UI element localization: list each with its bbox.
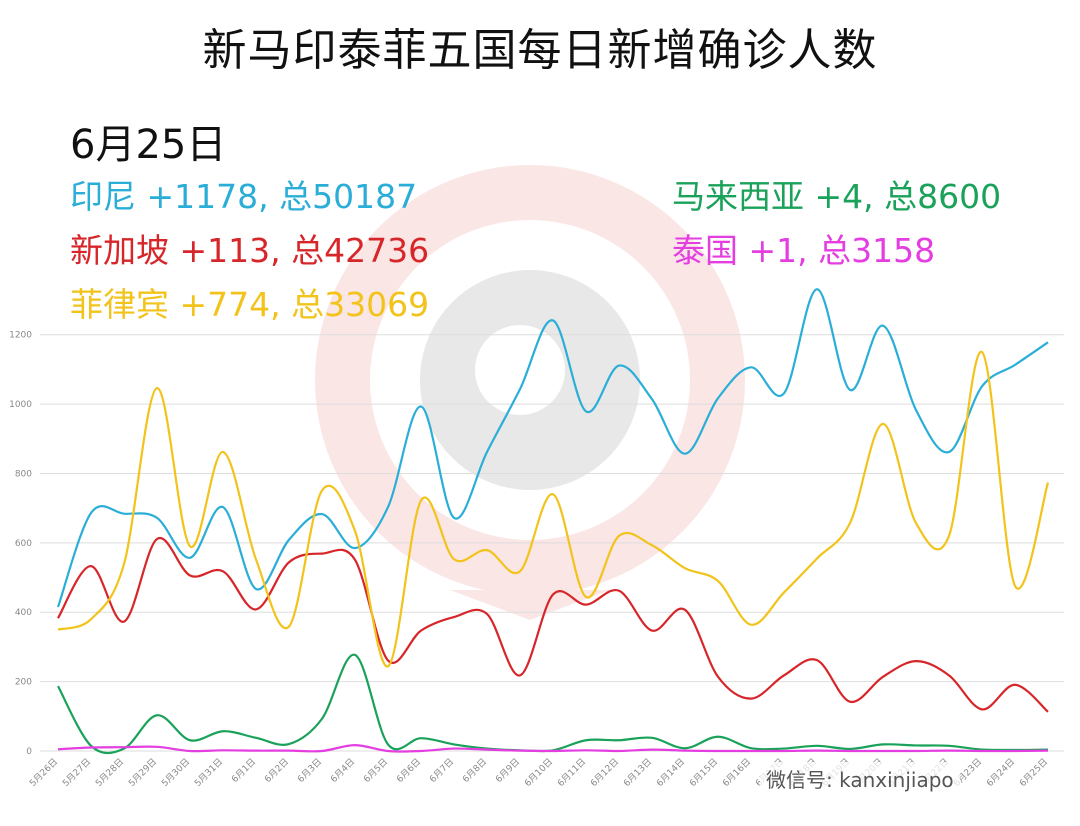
x-tick-label: 5月26日 (27, 756, 60, 789)
page-title: 新马印泰菲五国每日新增确诊人数 (202, 25, 878, 76)
y-tick-label: 200 (15, 678, 32, 688)
x-tick-label: 5月28日 (93, 756, 126, 789)
y-axis-ticks: 0 200 400 600 800 1000 1200 (9, 331, 32, 757)
x-tick-label: 6月4日 (329, 756, 358, 785)
y-tick-label: 800 (15, 469, 32, 479)
stat-singapore: 新加坡 +113, 总42736 (70, 231, 430, 270)
x-tick-label: 6月15日 (687, 756, 720, 789)
x-tick-label: 6月13日 (621, 756, 654, 789)
stat-indonesia: 印尼 +1178, 总50187 (70, 177, 418, 216)
x-tick-label: 5月31日 (192, 756, 225, 789)
x-tick-label: 6月3日 (296, 756, 325, 785)
wechat-credit: 微信号: kanxinjiapo (760, 762, 960, 795)
y-tick-label: 0 (26, 747, 32, 757)
x-tick-label: 5月30日 (159, 756, 192, 789)
y-tick-label: 1200 (9, 331, 32, 341)
stat-thailand: 泰国 +1, 总3158 (672, 231, 936, 270)
x-tick-label: 6月24日 (984, 756, 1017, 789)
x-tick-label: 6月8日 (461, 756, 490, 785)
y-tick-label: 1000 (9, 400, 32, 410)
x-tick-label: 5月27日 (60, 756, 93, 789)
series-line-singapore (57, 536, 1049, 713)
series-line-thailand (57, 744, 1049, 753)
x-tick-label: 6月16日 (720, 756, 753, 789)
x-tick-label: 6月1日 (230, 756, 259, 785)
series-line-indonesia (56, 288, 1049, 608)
x-tick-label: 6月25日 (1017, 756, 1050, 789)
x-tick-label: 6月7日 (428, 756, 457, 785)
x-tick-label: 6月10日 (522, 756, 555, 789)
stat-philippines: 菲律宾 +774, 总33069 (70, 285, 430, 324)
stat-malaysia: 马来西亚 +4, 总8600 (672, 177, 1002, 216)
date-label: 6月25日 (70, 122, 227, 168)
y-tick-label: 600 (15, 539, 32, 549)
x-tick-label: 6月2日 (263, 756, 292, 785)
chart-series-lines (56, 288, 1050, 755)
series-line-philippines (57, 350, 1050, 668)
series-line-malaysia (57, 653, 1049, 755)
x-tick-label: 6月14日 (654, 756, 687, 789)
y-tick-label: 400 (15, 608, 32, 618)
x-tick-label: 6月11日 (555, 756, 588, 789)
x-tick-label: 5月29日 (126, 756, 159, 789)
x-tick-label: 6月6日 (395, 756, 424, 785)
x-tick-label: 6月9日 (494, 756, 523, 785)
x-tick-label: 6月12日 (588, 756, 621, 789)
x-tick-label: 6月5日 (362, 756, 391, 785)
